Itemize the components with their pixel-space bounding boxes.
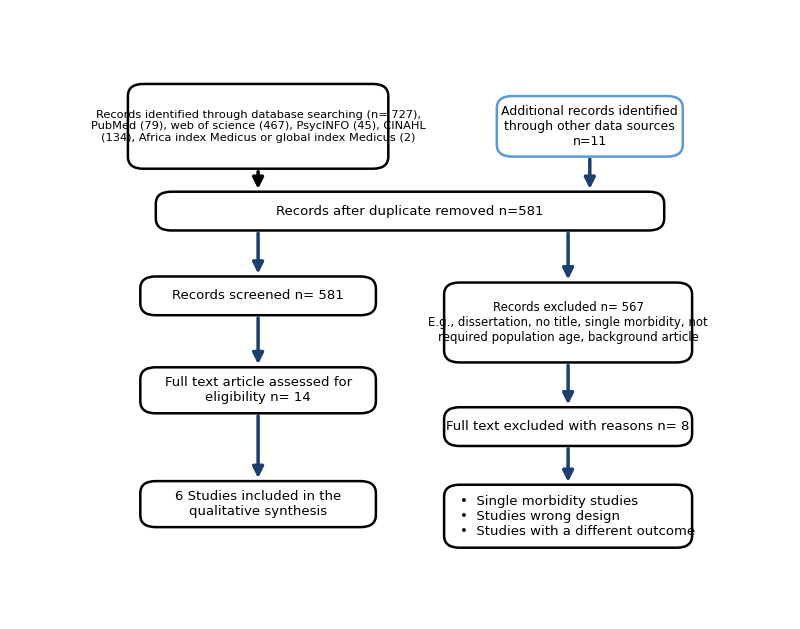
FancyBboxPatch shape <box>140 481 376 527</box>
Text: Records screened n= 581: Records screened n= 581 <box>172 289 344 303</box>
Text: Full text excluded with reasons n= 8: Full text excluded with reasons n= 8 <box>446 420 690 433</box>
Text: 6 Studies included in the
qualitative synthesis: 6 Studies included in the qualitative sy… <box>175 490 342 518</box>
FancyBboxPatch shape <box>140 277 376 315</box>
FancyBboxPatch shape <box>444 282 692 362</box>
Text: Records after duplicate removed n=581: Records after duplicate removed n=581 <box>276 204 544 218</box>
FancyBboxPatch shape <box>444 407 692 446</box>
Text: Records excluded n= 567
E.g., dissertation, no title, single morbidity, not
requ: Records excluded n= 567 E.g., dissertati… <box>428 301 708 344</box>
Text: Full text article assessed for
eligibility n= 14: Full text article assessed for eligibili… <box>165 376 352 404</box>
FancyBboxPatch shape <box>140 367 376 413</box>
FancyBboxPatch shape <box>497 96 682 157</box>
FancyBboxPatch shape <box>128 84 388 169</box>
Text: Additional records identified
through other data sources
n=11: Additional records identified through ot… <box>502 105 678 148</box>
Text: Records identified through database searching (n= 727),
PubMed (79), web of scie: Records identified through database sear… <box>90 109 426 143</box>
FancyBboxPatch shape <box>444 485 692 548</box>
FancyBboxPatch shape <box>156 192 664 230</box>
Text: •  Single morbidity studies
•  Studies wrong design
•  Studies with a different : • Single morbidity studies • Studies wro… <box>459 495 694 538</box>
